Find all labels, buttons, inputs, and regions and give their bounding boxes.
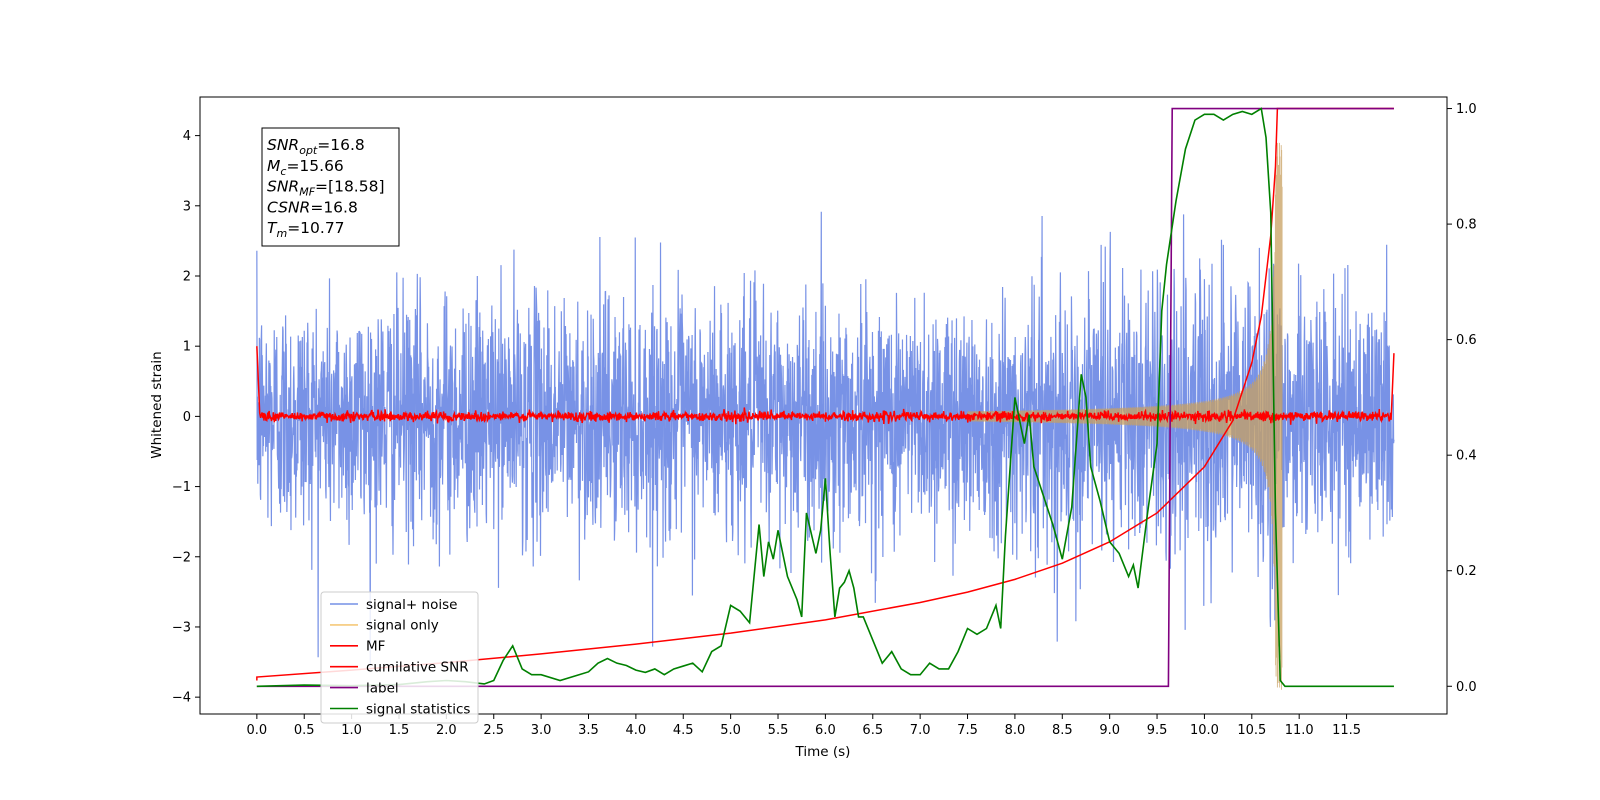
y-tick-label-left: 3: [183, 199, 191, 214]
info-subscript: c: [280, 165, 286, 178]
x-tick-label: 5.5: [768, 723, 789, 738]
series-cumulative-snr: [256, 107, 1394, 681]
y-tick-label-left: 2: [183, 269, 191, 284]
info-subscript: opt: [299, 144, 318, 157]
x-tick-label: 6.0: [815, 723, 836, 738]
y-tick-label-left: 4: [183, 129, 191, 144]
legend-label: MF: [366, 639, 385, 655]
info-subscript: MF: [299, 186, 315, 199]
y-axis-left: −4 −3 −2 −1 0 1 2 3 4: [172, 129, 200, 706]
x-tick-label: 0.5: [294, 723, 315, 738]
legend-label: signal only: [366, 618, 439, 634]
y-tick-label-right: 0.6: [1456, 333, 1477, 348]
info-label: SNR: [267, 136, 299, 154]
y-tick-label-right: 0.8: [1456, 218, 1477, 233]
x-tick-label: 7.5: [957, 723, 978, 738]
y-tick-label-right: 0.2: [1456, 564, 1477, 579]
y-tick-label-right: 1.0: [1456, 102, 1477, 117]
axes-frame: [199, 96, 1448, 715]
x-tick-label: 3.5: [578, 723, 599, 738]
info-label: T: [267, 219, 278, 237]
info-box-frame: [261, 127, 400, 247]
info-value: =16.8: [310, 198, 358, 216]
x-tick-label: 9.0: [1099, 723, 1120, 738]
x-tick-label: 4.0: [626, 723, 647, 738]
info-line: SNRopt=16.8: [267, 136, 365, 157]
info-value: =10.77: [287, 219, 344, 237]
info-line: CSNR=16.8: [267, 198, 358, 216]
legend-label: label: [366, 680, 399, 696]
x-tick-label: 10.5: [1237, 723, 1266, 738]
info-line: Mc=15.66: [267, 157, 344, 178]
y-tick-label-right: 0.4: [1456, 449, 1477, 464]
plot-area: [256, 107, 1395, 690]
x-tick-label: 9.5: [1147, 723, 1168, 738]
y-axis-label-left: Whitened strain: [149, 351, 165, 458]
x-axis-label: Time (s): [795, 744, 851, 760]
series-mf: [256, 346, 1395, 425]
y-tick-label-left: 1: [183, 340, 191, 355]
legend-label: signal statistics: [366, 701, 470, 717]
x-tick-label: 1.0: [341, 723, 362, 738]
legend-frame: [320, 591, 479, 724]
x-axis: 0.0 0.5 1.0 1.5 2.0 2.5 3.0 3.5 4.0 4.5 5.0 5.5 6.0 6…: [247, 714, 1361, 738]
legend-label: signal+ noise: [366, 597, 457, 613]
info-label: M: [267, 157, 280, 175]
x-tick-label: 0.0: [247, 723, 268, 738]
legend: signal+ noise signal only MF cumilative SNR…: [320, 591, 479, 724]
x-tick-label: 11.0: [1285, 723, 1314, 738]
x-tick-label: 6.5: [862, 723, 883, 738]
info-value: =16.8: [317, 136, 365, 154]
y-tick-label-left: −3: [172, 620, 191, 635]
info-line: Tm=10.77: [267, 219, 345, 240]
info-value: =15.66: [286, 157, 343, 175]
y-tick-label-right: 0.0: [1456, 680, 1477, 695]
series-signal-noise: [256, 211, 1395, 667]
info-value: =[18.58]: [315, 178, 384, 196]
x-tick-label: 8.0: [1005, 723, 1026, 738]
y-tick-label-left: 0: [183, 410, 191, 425]
x-tick-label: 7.0: [910, 723, 931, 738]
x-tick-label: 2.5: [483, 723, 504, 738]
legend-label: cumilative SNR: [366, 660, 469, 676]
y-tick-label-left: −2: [172, 550, 191, 565]
x-tick-label: 4.5: [673, 723, 694, 738]
x-tick-label: 3.0: [531, 723, 552, 738]
info-label: SNR: [267, 178, 299, 196]
info-label: CSNR: [267, 198, 310, 216]
y-axis-right: 0.0 0.2 0.4 0.6 0.8 1.0: [1447, 102, 1477, 695]
series-signal-statistics: [256, 107, 1394, 688]
info-box: SNRopt=16.8Mc=15.66SNRMF=[18.58]CSNR=16.…: [261, 127, 400, 247]
y-tick-label-left: −1: [172, 480, 191, 495]
x-tick-label: 1.5: [389, 723, 410, 738]
info-line: SNRMF=[18.58]: [267, 178, 385, 199]
series-label: [256, 107, 1394, 688]
x-tick-label: 2.0: [436, 723, 457, 738]
info-subscript: m: [276, 227, 287, 240]
x-tick-label: 10.0: [1190, 723, 1219, 738]
y-tick-label-left: −4: [172, 691, 191, 706]
x-tick-label: 11.5: [1332, 723, 1361, 738]
x-tick-label: 5.0: [720, 723, 741, 738]
x-tick-label: 8.5: [1052, 723, 1073, 738]
